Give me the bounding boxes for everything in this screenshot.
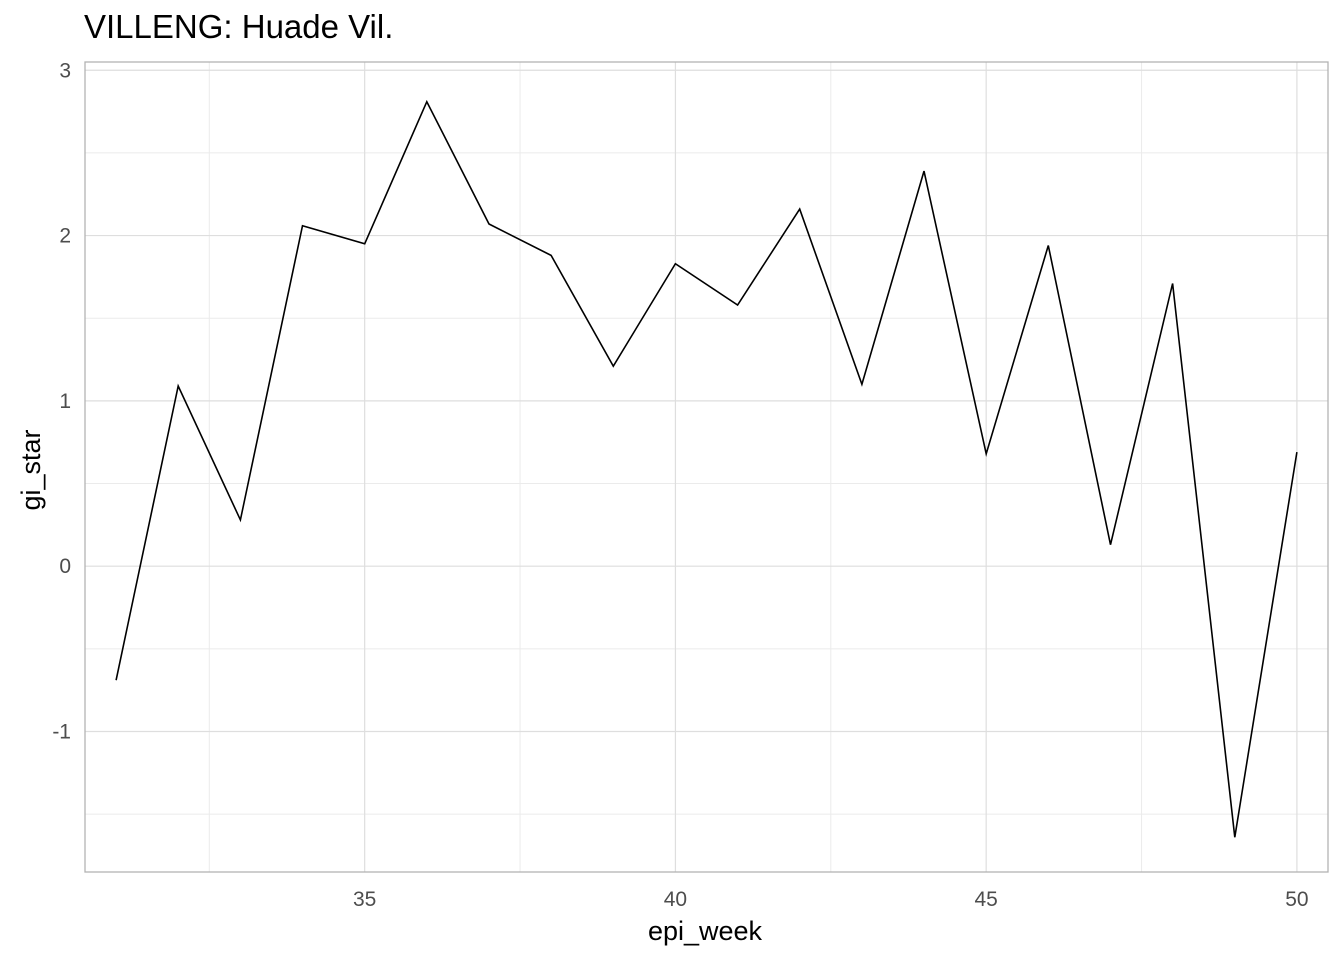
minor-gridlines <box>85 62 1328 872</box>
x-axis-tick-labels: 35 40 45 50 <box>353 888 1309 911</box>
series-line <box>115 99 1298 838</box>
y-tick-label: -1 <box>52 720 71 743</box>
y-axis-title: gi_star <box>16 429 46 510</box>
x-axis-title: epi_week <box>648 916 763 946</box>
panel-border <box>84 61 1329 873</box>
y-tick-label: 1 <box>59 390 71 413</box>
plot-panel-border <box>84 61 1329 873</box>
x-tick-label: 40 <box>664 888 687 911</box>
x-tick-label: 35 <box>353 888 376 911</box>
y-tick-label: 0 <box>59 555 71 578</box>
y-tick-label: 3 <box>59 59 71 82</box>
series-line-group <box>115 99 1298 838</box>
y-axis-tick-labels: -1 0 1 2 3 <box>52 59 71 743</box>
y-tick-label: 2 <box>59 225 71 248</box>
x-tick-label: 50 <box>1285 888 1308 911</box>
major-gridlines <box>85 62 1328 872</box>
x-tick-label: 45 <box>974 888 997 911</box>
chart-title: VILLENG: Huade Vil. <box>84 8 394 45</box>
